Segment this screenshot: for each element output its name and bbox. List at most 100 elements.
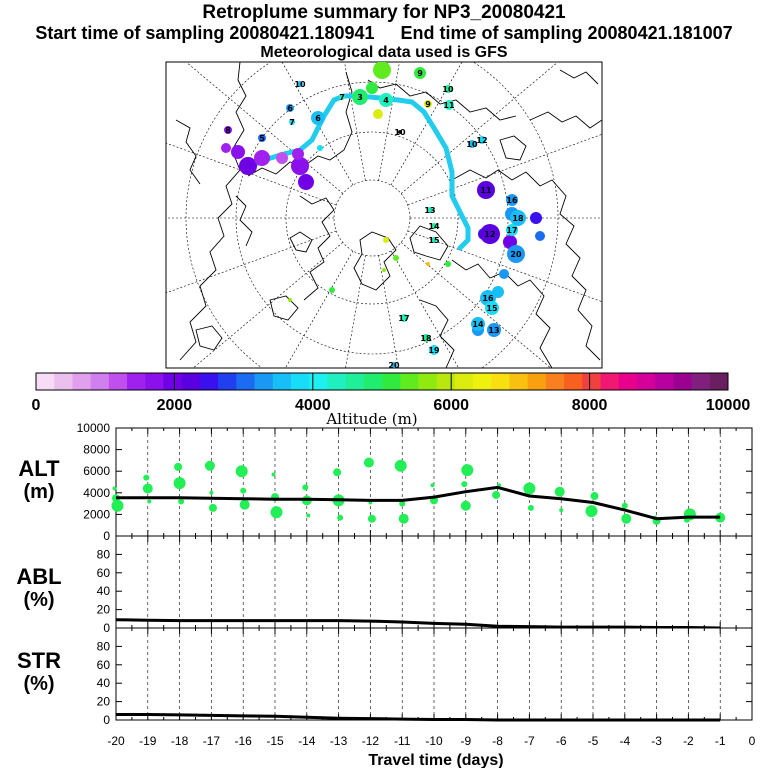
colorbar-cell-27 xyxy=(527,373,547,390)
alt-point-43 xyxy=(621,502,628,509)
str-panel-label: STR (%) xyxy=(6,650,72,696)
start-time-label: Start time of sampling 20080421.180941 xyxy=(35,23,375,43)
sampling-times: Start time of sampling 20080421.180941 En… xyxy=(0,23,768,44)
map-marker-dot xyxy=(400,314,408,322)
alt-point-29 xyxy=(398,513,409,524)
map-marker-dot xyxy=(444,85,452,93)
map-marker-29: 17 xyxy=(398,314,410,323)
str-panel: 0 20 40 60 80 xyxy=(97,627,753,727)
map-marker-label: 3 xyxy=(357,93,363,102)
map-marker-label: 11 xyxy=(480,186,492,195)
abl-label-unit: (%) xyxy=(23,589,55,611)
map-marker-14: 12 xyxy=(476,136,488,145)
map-marker-label: 14 xyxy=(472,320,484,329)
map-dot-0 xyxy=(239,157,257,175)
alt-point-26 xyxy=(367,514,376,523)
map-marker-dot xyxy=(471,317,485,331)
map-marker-label: 7 xyxy=(289,118,295,127)
map-marker-21: 13 xyxy=(424,206,435,215)
colorbar-cell-2 xyxy=(72,373,92,390)
colorbar-cell-5 xyxy=(127,373,146,390)
map-marker-0: 10 xyxy=(294,80,306,89)
map-marker-27: 14 xyxy=(471,317,485,331)
meridian-320 xyxy=(400,62,559,194)
colorbar-cell-6 xyxy=(145,373,164,390)
map-marker-12: 9 xyxy=(424,100,432,109)
map-marker-dot xyxy=(477,181,495,199)
x-tick-label-17: -3 xyxy=(651,734,662,748)
map-marker-label: 15 xyxy=(486,304,498,313)
map-marker-19: 17 xyxy=(506,224,518,236)
alt-point-7 xyxy=(173,477,186,490)
colorbar-tick-label-2: 4000 xyxy=(295,397,331,414)
alt-panel: 0 2000 4000 6000 8000 10000 xyxy=(77,421,753,543)
alt-point-34 xyxy=(460,500,471,511)
alt-point-36 xyxy=(492,490,501,499)
colorbar-tick-label-1: 2000 xyxy=(157,397,193,414)
alt-point-14 xyxy=(239,499,250,510)
alt-point-30 xyxy=(430,483,435,488)
x-tick-label-16: -4 xyxy=(619,734,630,748)
abl-panel-label: ABL (%) xyxy=(6,566,72,612)
map-marker-dot xyxy=(258,134,266,142)
map-dot-19 xyxy=(445,261,451,267)
colorbar-tick-label-3: 6000 xyxy=(433,397,469,414)
x-tick-label-18: -2 xyxy=(683,734,694,748)
colorbar-cell-19 xyxy=(382,373,401,390)
map-dot-13 xyxy=(535,231,545,241)
retroplume-track xyxy=(245,93,471,251)
colorbar-cell-22 xyxy=(436,373,456,390)
map-dot-22 xyxy=(382,268,386,272)
map-marker-label: 18 xyxy=(512,214,524,223)
colorbar-cell-23 xyxy=(454,373,474,390)
meridian-160 xyxy=(166,230,337,294)
map-marker-dot xyxy=(424,100,432,108)
map-marker-11: 10 xyxy=(394,128,406,137)
colorbar-tick-label-5: 10000 xyxy=(706,397,751,414)
alt-point-10 xyxy=(209,490,214,495)
colorbar-cell-36 xyxy=(691,373,711,390)
alt-point-2 xyxy=(111,499,124,512)
colorbar-cell-30 xyxy=(582,373,601,390)
colorbar-cell-31 xyxy=(600,373,620,390)
map-marker-dot xyxy=(224,126,232,134)
map-dot-6 xyxy=(221,143,231,153)
map-dot-3 xyxy=(291,157,309,175)
alt-point-38 xyxy=(527,504,534,511)
map-marker-label: 14 xyxy=(428,222,440,231)
x-tick-label-20: 0 xyxy=(749,734,756,748)
str-label-unit: (%) xyxy=(23,673,55,695)
map-marker-label: 12 xyxy=(484,230,495,239)
map-marker-label: 12 xyxy=(476,136,487,145)
map-coastlines xyxy=(175,62,602,368)
alt-point-37 xyxy=(523,482,536,495)
colorbar-cell-34 xyxy=(655,373,674,390)
map-marker-dot xyxy=(510,210,526,226)
colorbar-tick-label-0: 0 xyxy=(32,397,41,414)
alt-point-24 xyxy=(363,457,374,468)
colorbar-cell-35 xyxy=(673,373,692,390)
meridian-100 xyxy=(345,255,366,368)
x-tick-label-1: -19 xyxy=(139,734,157,748)
alt-point-21 xyxy=(333,468,342,477)
chart-title: Retroplume summary for NP3_20080421 xyxy=(202,2,566,23)
x-tick-label-4: -16 xyxy=(235,734,253,748)
alt-label-name: ALT xyxy=(18,456,60,481)
map-marker-31: 18 xyxy=(420,334,432,343)
map-marker-label: 4 xyxy=(383,96,389,105)
map-dot-24 xyxy=(288,298,292,302)
colorbar-cell-9 xyxy=(199,373,219,390)
map-marker-6: 6 xyxy=(311,111,325,125)
alt-point-18 xyxy=(302,484,309,491)
x-tick-label-8: -12 xyxy=(362,734,380,748)
map-dot-26 xyxy=(317,145,323,151)
x-tick-label-10: -10 xyxy=(425,734,443,748)
map-marker-label: 10 xyxy=(294,80,306,89)
x-axis-title: Travel time (days) xyxy=(368,752,503,768)
map-marker-label: 13 xyxy=(424,206,435,215)
map-dot-17 xyxy=(499,269,509,279)
map-marker-dot xyxy=(398,130,402,134)
meridian-140 xyxy=(192,242,344,368)
alt-point-17 xyxy=(270,506,283,519)
map-dot-5 xyxy=(276,152,288,164)
